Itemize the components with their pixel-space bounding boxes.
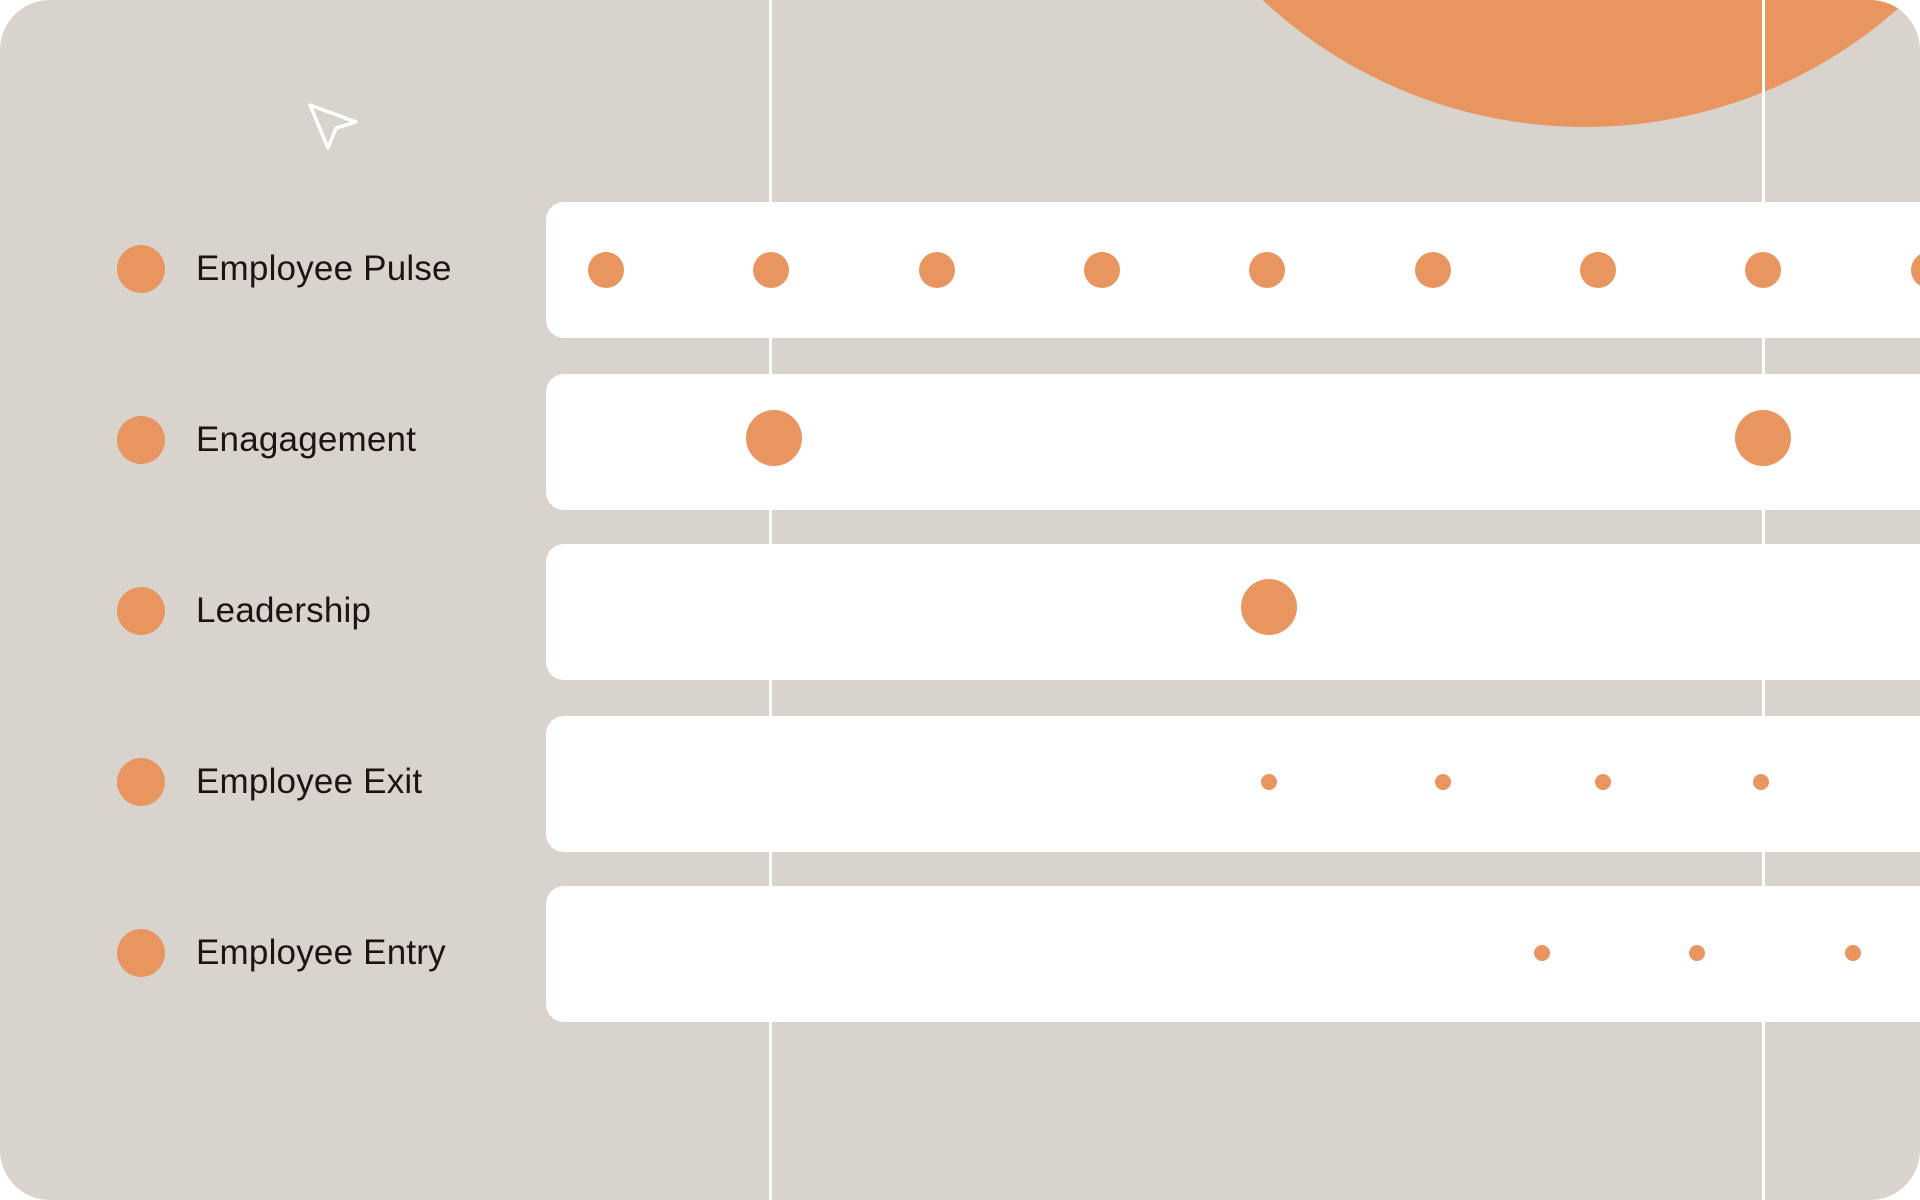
survey-marker[interactable] — [1241, 579, 1297, 635]
survey-marker[interactable] — [1415, 252, 1451, 288]
row-label-employee-exit: Employee Exit — [196, 762, 423, 801]
legend-dot-icon — [117, 758, 165, 806]
survey-marker[interactable] — [1595, 774, 1611, 790]
survey-marker[interactable] — [1753, 774, 1769, 790]
survey-marker[interactable] — [1845, 945, 1861, 961]
legend-dot-icon — [117, 245, 165, 293]
timeline-track-engagement[interactable] — [546, 374, 1920, 510]
row-label-engagement: Enagagement — [196, 420, 417, 459]
row-label-employee-pulse: Employee Pulse — [196, 249, 452, 288]
timeline-track-leadership[interactable] — [546, 544, 1920, 680]
survey-marker[interactable] — [1249, 252, 1285, 288]
timeline-track-employee-exit[interactable] — [546, 716, 1920, 852]
timeline-track-employee-entry[interactable] — [546, 886, 1920, 1022]
timeline-track-employee-pulse[interactable] — [546, 202, 1920, 338]
row-label-leadership: Leadership — [196, 591, 372, 630]
survey-marker[interactable] — [746, 410, 802, 466]
row-label-employee-entry: Employee Entry — [196, 933, 446, 972]
survey-marker[interactable] — [1580, 252, 1616, 288]
survey-marker[interactable] — [919, 252, 955, 288]
survey-marker[interactable] — [1261, 774, 1277, 790]
legend-dot-icon — [117, 416, 165, 464]
survey-marker[interactable] — [588, 252, 624, 288]
cursor-arrow-icon — [308, 103, 358, 150]
survey-marker[interactable] — [1689, 945, 1705, 961]
decorative-orange-circle — [1115, 0, 1920, 127]
survey-marker[interactable] — [753, 252, 789, 288]
survey-marker[interactable] — [1435, 774, 1451, 790]
survey-marker[interactable] — [1745, 252, 1781, 288]
survey-marker[interactable] — [1911, 252, 1920, 288]
legend-dot-icon — [117, 929, 165, 977]
survey-marker[interactable] — [1084, 252, 1120, 288]
legend-dot-icon — [117, 587, 165, 635]
survey-marker[interactable] — [1735, 410, 1791, 466]
survey-marker[interactable] — [1534, 945, 1550, 961]
